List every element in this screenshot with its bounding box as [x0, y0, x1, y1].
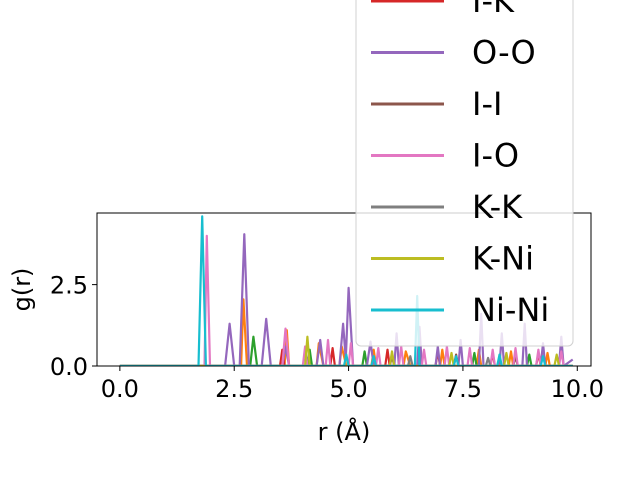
x-tick-label: 0.0	[101, 375, 139, 403]
x-axis-label: r (Å)	[318, 417, 371, 446]
series-line-k-k	[119, 355, 573, 366]
legend-label: K-Ni	[472, 240, 534, 278]
legend-label: O-O	[472, 34, 536, 72]
y-tick-label: 2.5	[50, 272, 88, 300]
x-tick-label: 2.5	[215, 375, 253, 403]
series-line-k-ni	[119, 335, 573, 366]
series-line-i-o	[119, 234, 573, 366]
legend: I-K O-O I-I I-O K-K K-Ni Ni-Ni	[355, 0, 574, 347]
y-axis-label: g(r)	[8, 268, 36, 312]
x-tick-label: 5.0	[329, 375, 367, 403]
y-axis-ticks: 0.0 2.5	[50, 272, 97, 381]
legend-label: I-O	[472, 137, 519, 175]
axes-frame	[96, 212, 592, 367]
legend-label: Ni-Ni	[472, 291, 549, 329]
legend-label: I-K	[472, 0, 515, 20]
x-tick-label: 7.5	[444, 375, 482, 403]
x-tick-label: 10.0	[551, 375, 604, 403]
y-tick-label: 0.0	[50, 353, 88, 381]
legend-label: I-I	[472, 85, 502, 123]
x-axis-ticks: 0.0 2.5 5.0 7.5 10.0	[101, 366, 604, 403]
legend-label: K-K	[472, 188, 523, 226]
